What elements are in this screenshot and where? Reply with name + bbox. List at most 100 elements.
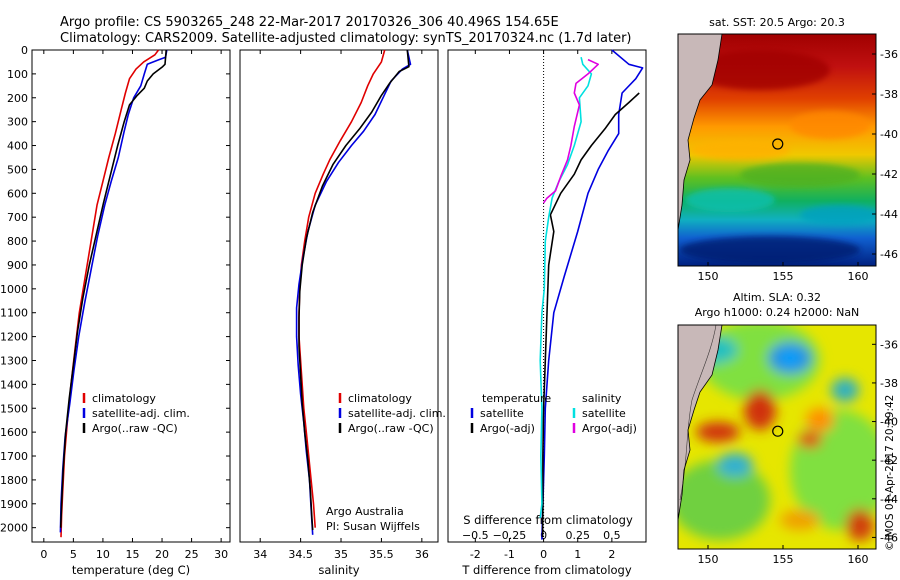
salinity-plot-frame [239,49,439,543]
temperature-xlabel: temperature (deg C) [72,563,190,577]
series-line-climatology [298,49,386,528]
map-y-tick-label: -44 [880,493,898,506]
difference-series-group [539,49,644,540]
map-y-tick-label: -40 [880,128,898,141]
temperature-axis: 0 5 10 15 20 25 30 [40,50,228,561]
temperature-profile-panel: 0100200300400500600700800900100011001200… [0,44,646,577]
x2-tick-label: 0.5 [603,529,621,542]
map-x-tick-label: 155 [773,553,794,566]
x-tick-label: 0 [540,548,547,561]
series-line-satellite [539,57,593,519]
legend-group-title: salinity [582,392,622,405]
sla-map-title: Altim. SLA: 0.32 [733,291,821,304]
map-y-tick-label: -42 [880,454,898,467]
depth-tick-label: 300 [7,116,28,129]
salinity-series-group [295,49,412,535]
series-line-argo-adj- [542,58,600,204]
x-tick-label: 5 [70,548,77,561]
salinity-axis: 34 34.5 35 35.5 36 [253,50,429,561]
sla-map: Altim. SLA: 0.32 Argo h1000: 0.24 h2000:… [677,291,898,566]
map-y-tick-label: -44 [880,208,898,221]
x-tick-label: 30 [214,548,228,561]
depth-tick-label: 0 [21,44,28,57]
depth-tick-label: 400 [7,140,28,153]
salinity-legend: climatology satellite-adj. clim. Argo(..ra… [338,392,446,435]
x-tick-label: -1 [504,548,515,561]
x-tick-label: 34.5 [288,548,313,561]
legend-label: Argo(..raw -QC) [92,422,178,435]
map-y-tick-label: -38 [880,377,898,390]
legend-group-title: temperature [482,392,551,405]
depth-tick-label: 1500 [0,402,28,415]
sla-argo-location-marker [772,425,784,437]
x-tick-label: 36 [415,548,429,561]
depth-tick-label: 1900 [0,498,28,511]
x-tick-label: 25 [185,548,199,561]
s-diff-xlabel: S difference from climatology [463,513,633,527]
map-x-tick-label: 155 [773,270,794,283]
salinity-xlabel: salinity [318,563,359,577]
map-x-tick-label: 160 [848,553,869,566]
sst-map-title: sat. SST: 20.5 Argo: 20.3 [709,16,845,29]
x-tick-label: 20 [155,548,169,561]
depth-tick-label: 900 [7,259,28,272]
legend-label: Argo(..raw -QC) [348,422,434,435]
x-tick-label: 35 [334,548,348,561]
depth-tick-label: 1200 [0,331,28,344]
annotation-pi-name: PI: Susan Wijffels [326,520,420,533]
series-line-argo-adj- [541,92,640,538]
annotation-argo-australia: Argo Australia [326,505,404,518]
figure-title-line1: Argo profile: CS 5903265_248 22-Mar-2017… [60,15,559,30]
legend-label: Argo(-adj) [480,422,535,435]
t-diff-xlabel: T difference from climatology [461,563,632,577]
depth-tick-label: 600 [7,187,28,200]
sla-map-axes: 150 155 160 -36 -38 -40 -42 -44 -46 [698,338,898,566]
legend-label: climatology [92,392,156,405]
x2-tick-label: −0.25 [493,529,527,542]
map-y-tick-label: -40 [880,416,898,429]
sla-map-subtitle: Argo h1000: 0.24 h2000: NaN [695,306,860,319]
depth-tick-label: 800 [7,235,28,248]
depth-tick-label: 1800 [0,474,28,487]
copyright-timestamp: ©IMOS 01-Apr-2017 20:39:42 [884,395,896,551]
depth-tick-label: 200 [7,92,28,105]
x-tick-label: 34 [253,548,267,561]
temperature-legend: climatology satellite-adj. clim. Argo(..ra… [82,392,190,435]
legend-label: Argo(-adj) [582,422,637,435]
legend-label: satellite-adj. clim. [348,407,446,420]
depth-tick-label: 100 [7,68,28,81]
map-y-tick-label: -46 [880,248,898,261]
map-y-tick-label: -38 [880,88,898,101]
depth-tick-label: 500 [7,163,28,176]
x-tick-label: 10 [96,548,110,561]
map-y-tick-label: -36 [880,338,898,351]
depth-tick-label: 1100 [0,307,28,320]
x-tick-label: 0 [40,548,47,561]
x-tick-label: 1 [574,548,581,561]
depth-tick-label: 700 [7,211,28,224]
depth-tick-label: 1600 [0,426,28,439]
legend-label: satellite [480,407,524,420]
x-tick-label: 35.5 [369,548,394,561]
map-y-tick-label: -46 [880,531,898,544]
map-x-tick-label: 150 [698,270,719,283]
sst-map: sat. SST: 20.5 Argo: 20.3 150 155 160 -36 -3… [677,16,898,283]
difference-legend: temperature satellite Argo(-adj) salinity sa… [470,392,637,435]
map-x-tick-label: 150 [698,553,719,566]
x-tick-label: -2 [470,548,481,561]
salinity-profile-panel: 34 34.5 35 35.5 36 salinity climatology satel… [239,49,446,577]
depth-tick-label: 1000 [0,283,28,296]
difference-axes: -2 -1 0 1 2 −0.5 −0.25 0 0.25 0.5 [462,50,621,561]
series-line-argo-raw-qc- [298,49,410,531]
legend-label: satellite-adj. clim. [92,407,190,420]
sst-land [678,34,722,230]
depth-tick-label: 1300 [0,354,28,367]
temperature-plot-frame [31,49,231,543]
sst-argo-location-marker [772,138,784,150]
series-line-satellite [541,49,644,540]
x-tick-label: 2 [608,548,615,561]
figure-title-line2: Climatology: CARS2009. Satellite-adjuste… [60,31,632,46]
x-tick-label: 15 [125,548,139,561]
legend-label: satellite [582,407,626,420]
